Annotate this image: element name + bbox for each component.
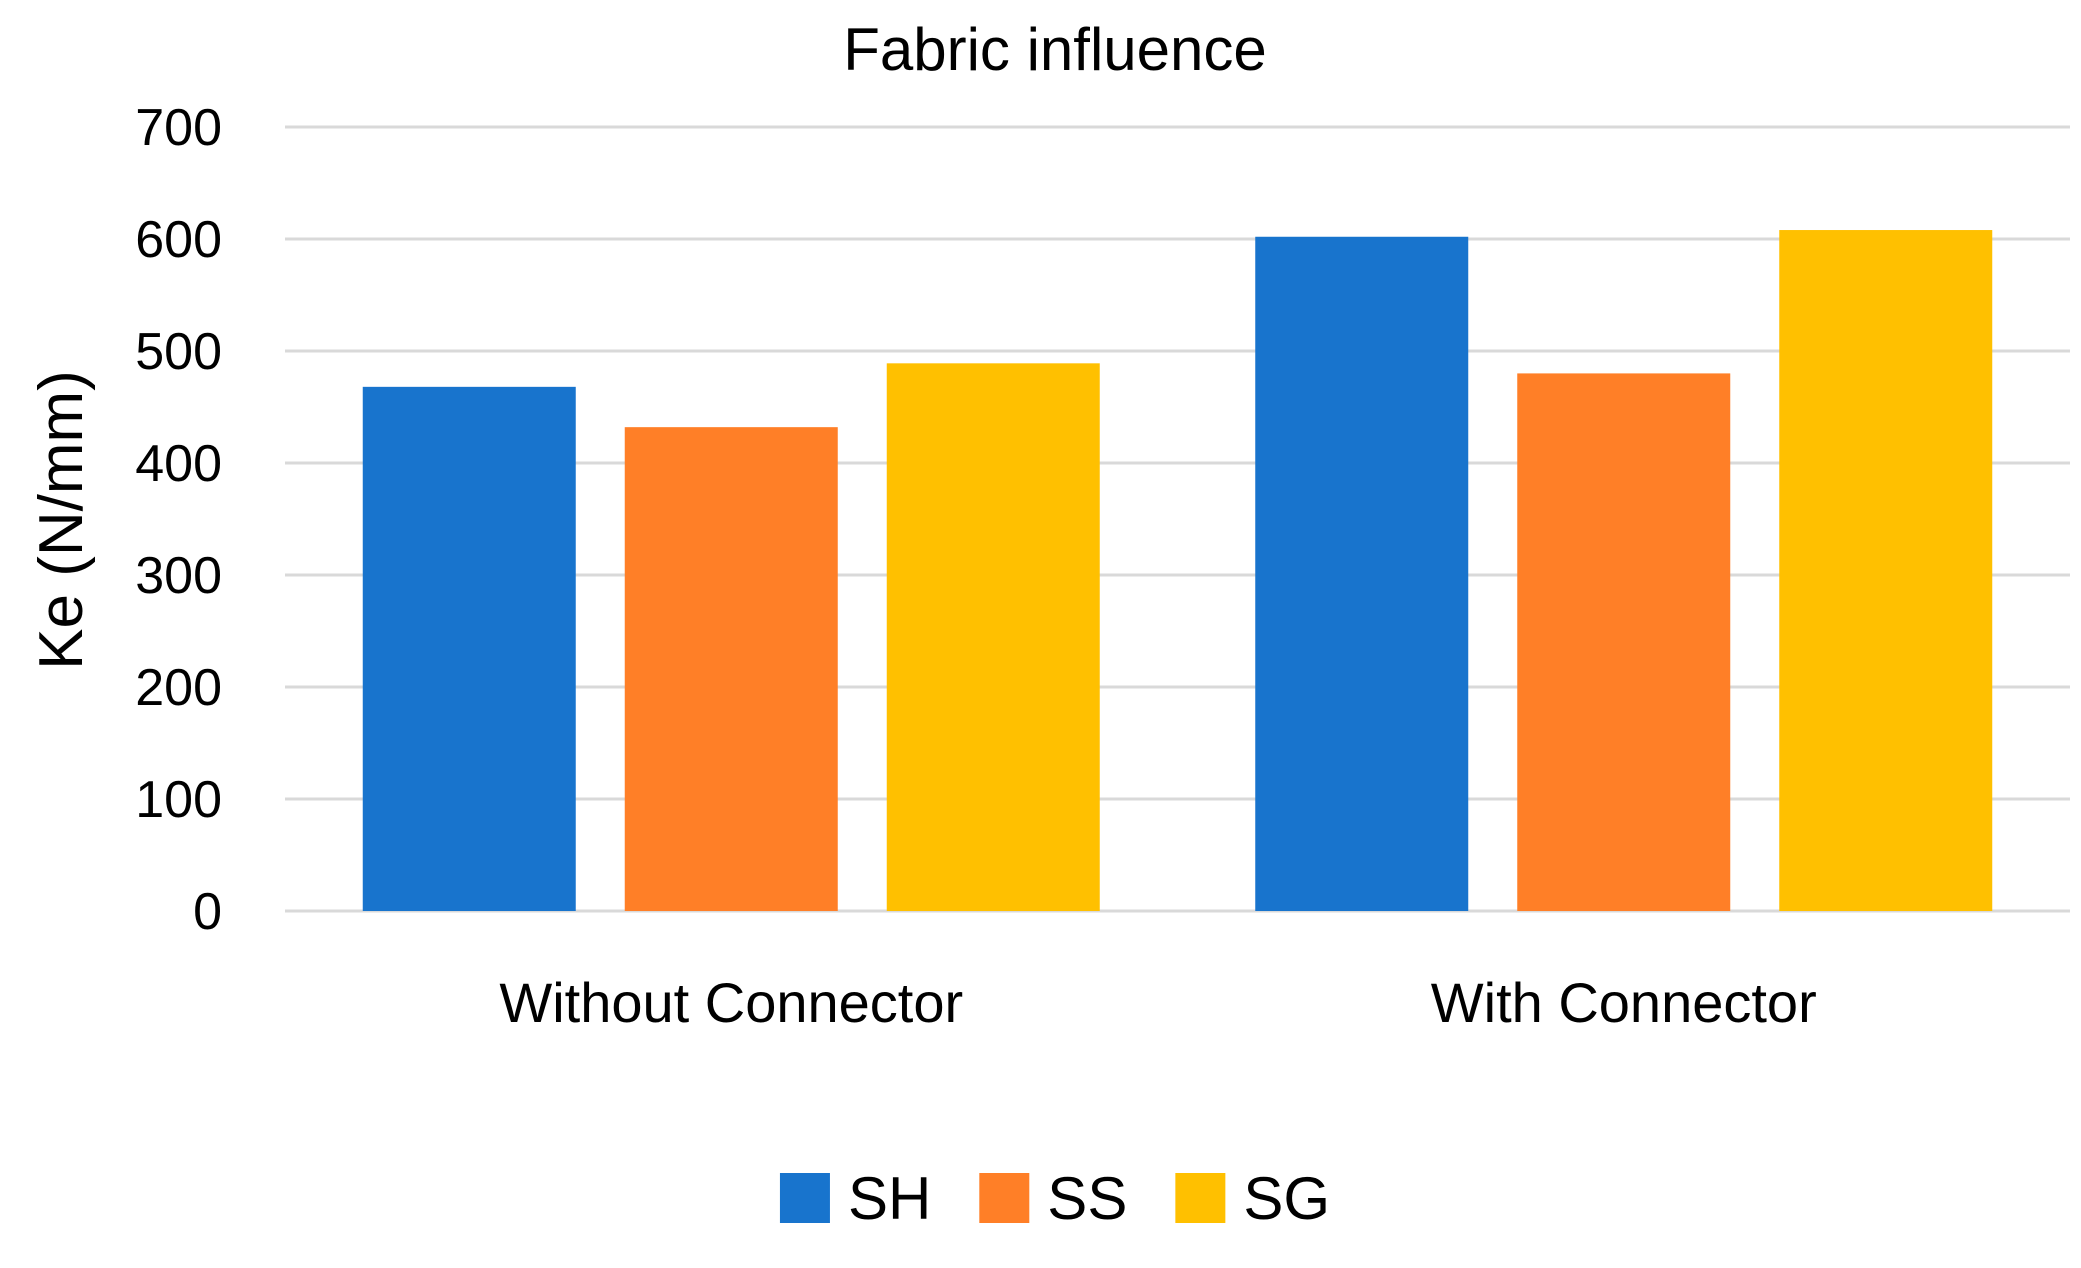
y-axis-ticks: 0 100 200 300 400 500 600 700 bbox=[135, 99, 222, 941]
y-tick-label: 100 bbox=[135, 771, 222, 829]
chart-title: Fabric influence bbox=[843, 16, 1267, 83]
y-tick-label: 300 bbox=[135, 547, 222, 605]
gridlines bbox=[285, 125, 2070, 913]
bar-ss-2 bbox=[1517, 373, 1731, 911]
x-category-label: With Connector bbox=[1431, 971, 1817, 1034]
y-tick-label: 600 bbox=[135, 211, 222, 269]
y-axis-title: Ke (N/mm) bbox=[27, 370, 96, 670]
legend-swatch bbox=[979, 1173, 1030, 1223]
y-tick-label: 0 bbox=[193, 883, 222, 941]
y-tick-label: 200 bbox=[135, 659, 222, 717]
legend-swatch bbox=[1175, 1173, 1226, 1223]
legend-swatch bbox=[779, 1173, 830, 1223]
legend-label: SS bbox=[1047, 1165, 1127, 1232]
x-axis-categories: Without Connector With Connector bbox=[499, 971, 1816, 1034]
bar-sg-2 bbox=[1779, 230, 1993, 912]
legend-label: SG bbox=[1243, 1165, 1330, 1232]
bar-sh-2 bbox=[1255, 236, 1469, 911]
y-tick-label: 500 bbox=[135, 323, 222, 381]
bar-sh-1 bbox=[362, 386, 576, 912]
y-tick-label: 700 bbox=[135, 99, 222, 157]
bar-sg-1 bbox=[886, 363, 1100, 911]
legend-item-sg: SG bbox=[1175, 1165, 1330, 1232]
legend-item-ss: SS bbox=[979, 1165, 1127, 1232]
legend: SH SS SG bbox=[779, 1165, 1330, 1232]
bar-ss-1 bbox=[624, 427, 838, 911]
legend-label: SH bbox=[848, 1165, 931, 1232]
legend-item-sh: SH bbox=[779, 1165, 931, 1232]
y-tick-label: 400 bbox=[135, 435, 222, 493]
x-category-label: Without Connector bbox=[499, 971, 963, 1034]
bars bbox=[362, 230, 1993, 912]
